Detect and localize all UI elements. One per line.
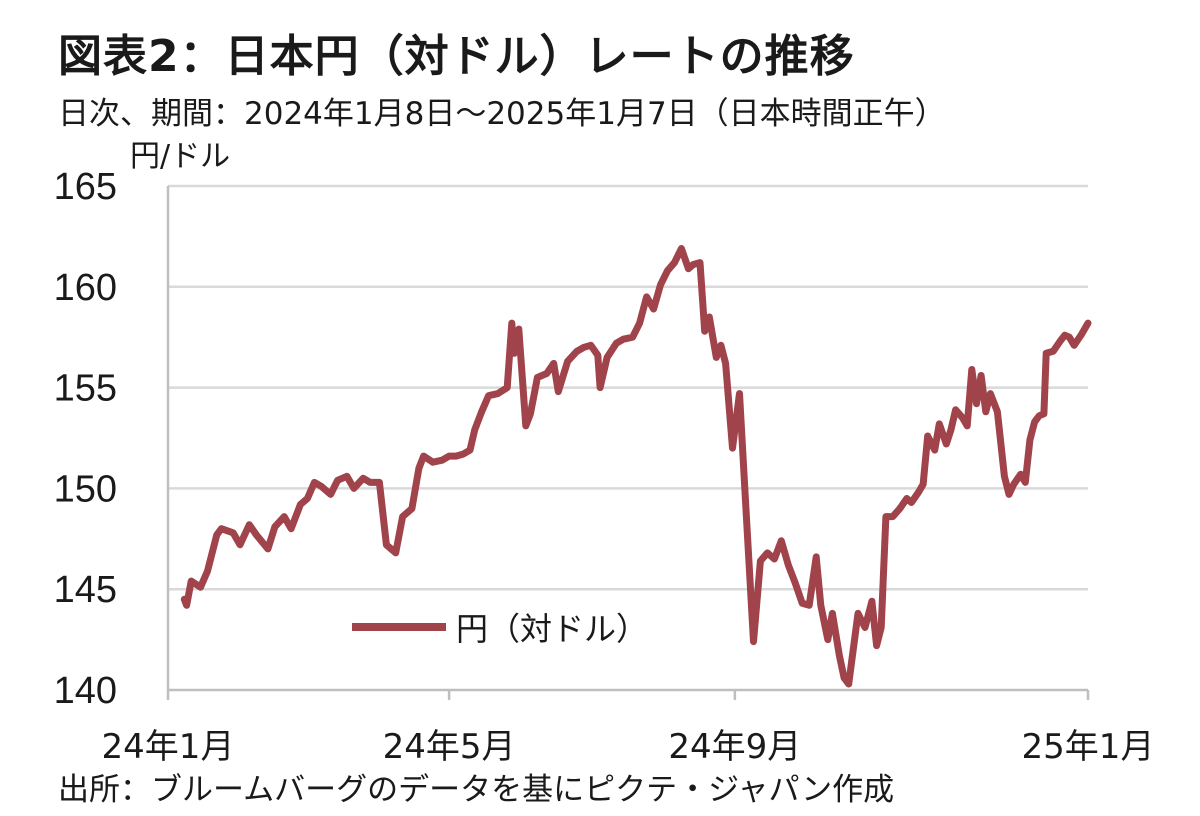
legend: 円（対ドル） — [352, 610, 648, 648]
grid-lines — [168, 184, 1088, 591]
y-tick-label: 155 — [54, 368, 117, 410]
source-note: 出所：ブルームバーグのデータを基にピクテ・ジャパン作成 — [58, 772, 895, 808]
x-axis-ticks: 24年1月 24年5月 24年9月 25年1月 — [102, 690, 1155, 767]
chart-title: 図表2：日本円（対ドル）レートの推移 — [58, 31, 855, 82]
x-tick-label: 24年5月 — [383, 727, 516, 767]
y-tick-label: 150 — [54, 468, 117, 510]
series-group — [180, 245, 1092, 688]
y-tick-label: 165 — [54, 166, 117, 208]
series-line-0 — [180, 245, 1092, 688]
chart-subtitle: 日次、期間：2024年1月8日～2025年1月7日（日本時間正午） — [58, 96, 946, 132]
y-tick-label: 140 — [54, 670, 117, 712]
x-tick-label: 24年1月 — [102, 727, 235, 767]
axes — [166, 186, 1088, 692]
y-axis-ticks: 140 145 150 155 160 165 — [54, 166, 117, 712]
y-tick-label: 145 — [54, 569, 117, 611]
y-axis-unit-label: 円/ドル — [130, 139, 230, 174]
y-tick-label: 160 — [54, 267, 117, 309]
legend-label: 円（対ドル） — [456, 610, 648, 648]
x-tick-label: 24年9月 — [668, 727, 801, 767]
x-tick-label: 25年1月 — [1022, 727, 1155, 767]
